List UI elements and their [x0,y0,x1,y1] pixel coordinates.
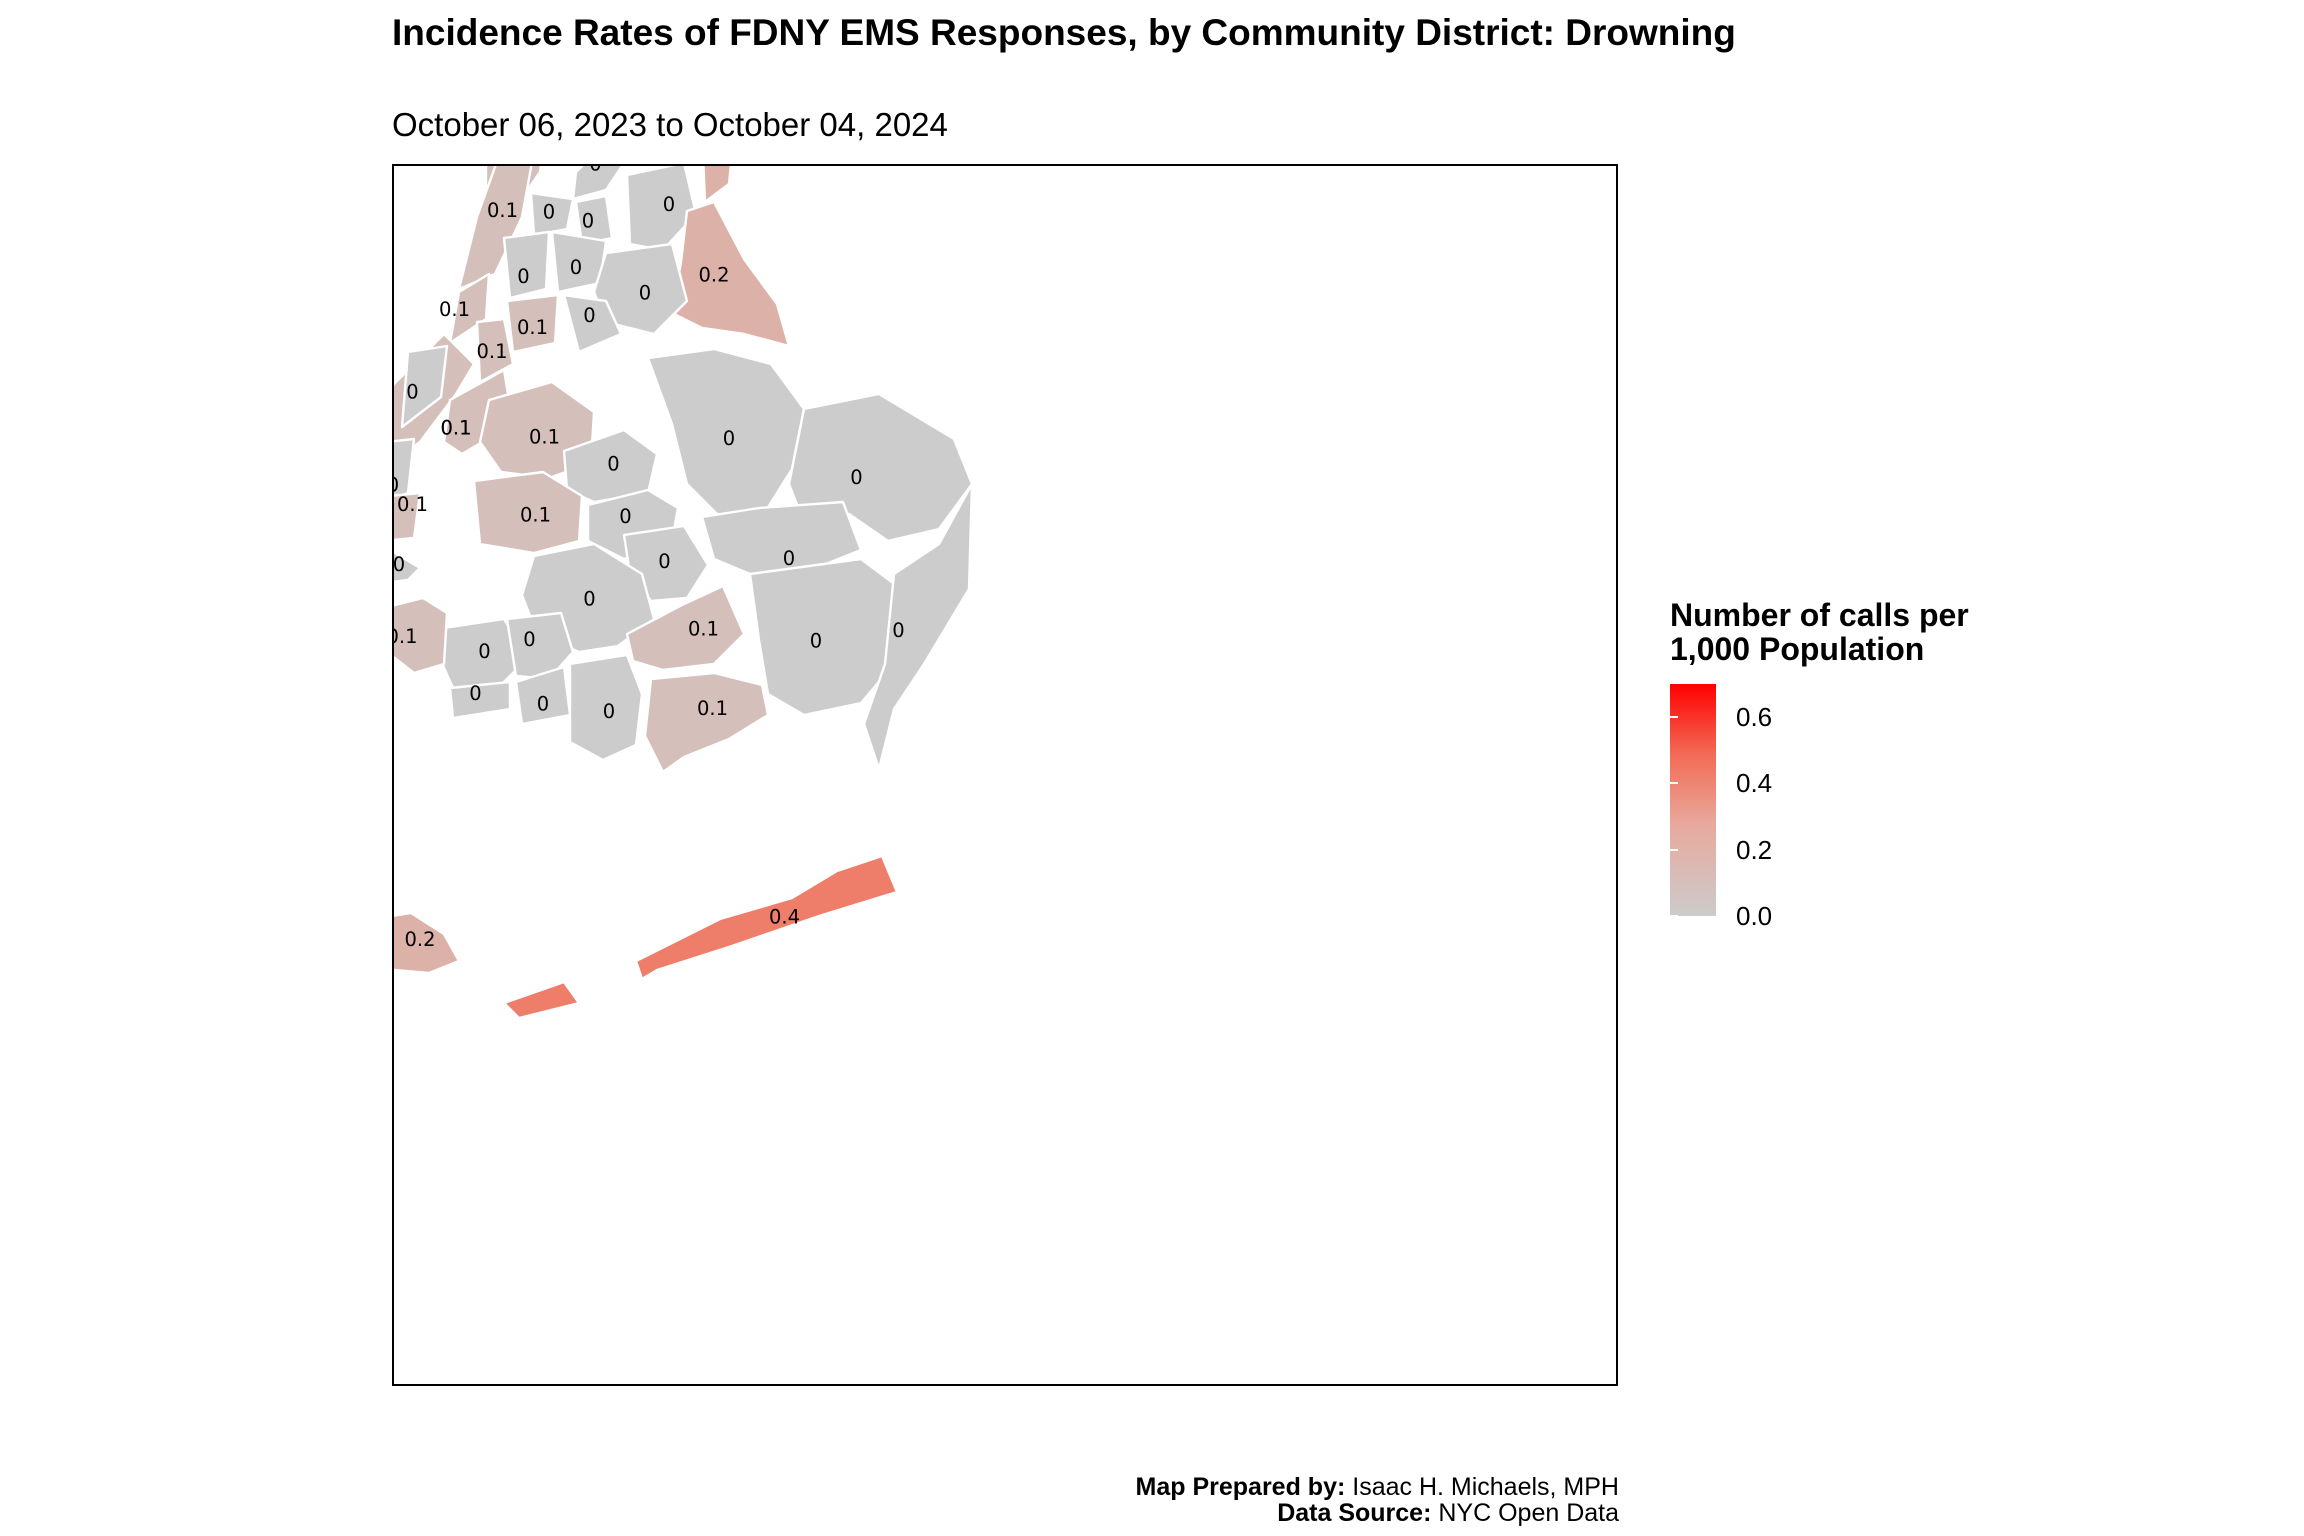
legend-tick-mark [1670,782,1678,785]
map-subtitle: October 06, 2023 to October 04, 2024 [392,106,948,143]
district-rate-label: 0.1 [394,625,418,648]
district-rate-label: 0 [589,166,601,176]
legend-tick-mark [1716,848,1724,851]
district-rate-label: 0.1 [529,426,560,449]
caption-source-value: NYC Open Data [1438,1499,1619,1527]
caption-prepared-by: Map Prepared by: Isaac H. Michaels, MPH [1136,1474,1619,1500]
community-district-region [505,611,575,681]
district-rate-label: 0.1 [439,298,470,321]
community-district-region [457,166,533,291]
community-district-region [625,584,746,672]
community-district-region [700,500,863,576]
legend-tick-mark [1716,915,1724,917]
caption-prepared-value: Isaac H. Michaels, MPH [1352,1473,1619,1501]
district-rate-label: 0 [583,304,595,327]
district-rate-label: 0 [619,505,631,528]
map-panel: 0.1000.10000.20000.10.10.100.100.100.10.… [392,164,1618,1386]
district-rate-label: 0 [663,193,675,216]
district-rate-label: 0 [639,282,651,305]
district-rate-label: 0 [478,640,490,663]
district-rate-label: 0 [850,466,862,489]
community-district-region [592,242,689,336]
community-district-region [643,671,770,774]
map-caption: Map Prepared by: Isaac H. Michaels, MPH … [1136,1474,1619,1526]
community-district-region [529,191,575,237]
community-district-region [472,470,584,555]
legend-tick-label: 0.6 [1736,702,1773,733]
district-rate-label: 0.2 [404,928,435,951]
district-rate-label: 0 [723,427,735,450]
caption-source-label: Data Source: [1277,1499,1432,1527]
district-rate-label: 0 [570,256,582,279]
caption-data-source: Data Source: NYC Open Data [1136,1500,1619,1526]
community-district-region [646,347,806,519]
nyc-community-district-map: 0.1000.10000.20000.10.10.100.100.100.10.… [394,166,974,1020]
district-rate-label: 0.1 [476,340,507,363]
community-district-region [394,551,422,583]
district-rate-label: 0.1 [520,504,551,527]
community-district-region [568,653,644,762]
district-rate-label: 0 [582,210,594,233]
district-rate-label: 0 [517,265,529,288]
community-district-region [400,344,449,429]
legend-title: Number of calls per 1,000 Population [1670,597,1969,667]
community-district-region [505,293,560,354]
district-rate-label: 0.1 [517,316,548,339]
district-rate-label: 0 [658,550,670,573]
legend-tick-mark [1716,782,1724,785]
legend-colorbar [1670,684,1716,916]
community-district-region [571,166,624,201]
community-district-region [748,557,899,717]
community-district-region [502,854,899,1020]
community-district-region [862,482,974,771]
legend-colorbar-area: 0.6 0.4 0.2 0.0 [1670,684,1970,929]
district-rate-label: 0 [603,700,615,723]
community-district-region [394,491,422,542]
caption-prepared-label: Map Prepared by: [1135,1473,1346,1501]
community-district-region [502,230,551,300]
district-rate-label: 0.2 [698,264,729,287]
district-rate-label: 0 [523,628,535,651]
district-rate-label: 0 [394,474,399,497]
community-district-region [562,293,623,354]
district-rate-label: 0 [783,547,795,570]
district-rate-label: 0 [469,682,481,705]
district-rate-label: 0 [583,588,595,611]
community-district-region [475,317,515,384]
district-rate-label: 0 [607,453,619,476]
district-rate-label: 0 [537,693,549,716]
community-district-region [448,272,491,345]
district-rate-label: 0 [543,201,555,224]
legend-tick-mark [1716,716,1724,719]
district-rate-label: 0.1 [487,199,518,222]
community-district-region [574,194,614,246]
district-rate-label: 0 [892,619,904,642]
legend-tick-label: 0.4 [1736,768,1773,799]
district-rate-label: 0.1 [397,493,428,516]
legend-tick-mark [1670,716,1678,719]
community-district-region [625,166,698,252]
district-rate-label: 0 [394,553,405,576]
legend-tick-label: 0.0 [1736,901,1773,931]
community-district-region [394,596,449,675]
district-rate-label: 0.1 [440,417,471,440]
district-rate-label: 0.1 [697,697,728,720]
legend-tick-label: 0.2 [1736,834,1773,865]
legend-tick-mark [1670,848,1678,851]
color-legend: Number of calls per 1,000 Population 0.6… [1670,597,1970,929]
district-rate-label: 0.1 [440,417,471,440]
district-rate-label: 0 [406,381,418,404]
legend-tick-mark [1670,915,1678,917]
community-district-region [394,911,461,975]
district-rate-label: 0.1 [688,618,719,641]
community-district-region [448,680,512,720]
map-title: Incidence Rates of FDNY EMS Responses, b… [392,12,1736,53]
district-rate-label: 0.4 [769,906,800,929]
district-rate-label: 0 [810,630,822,653]
